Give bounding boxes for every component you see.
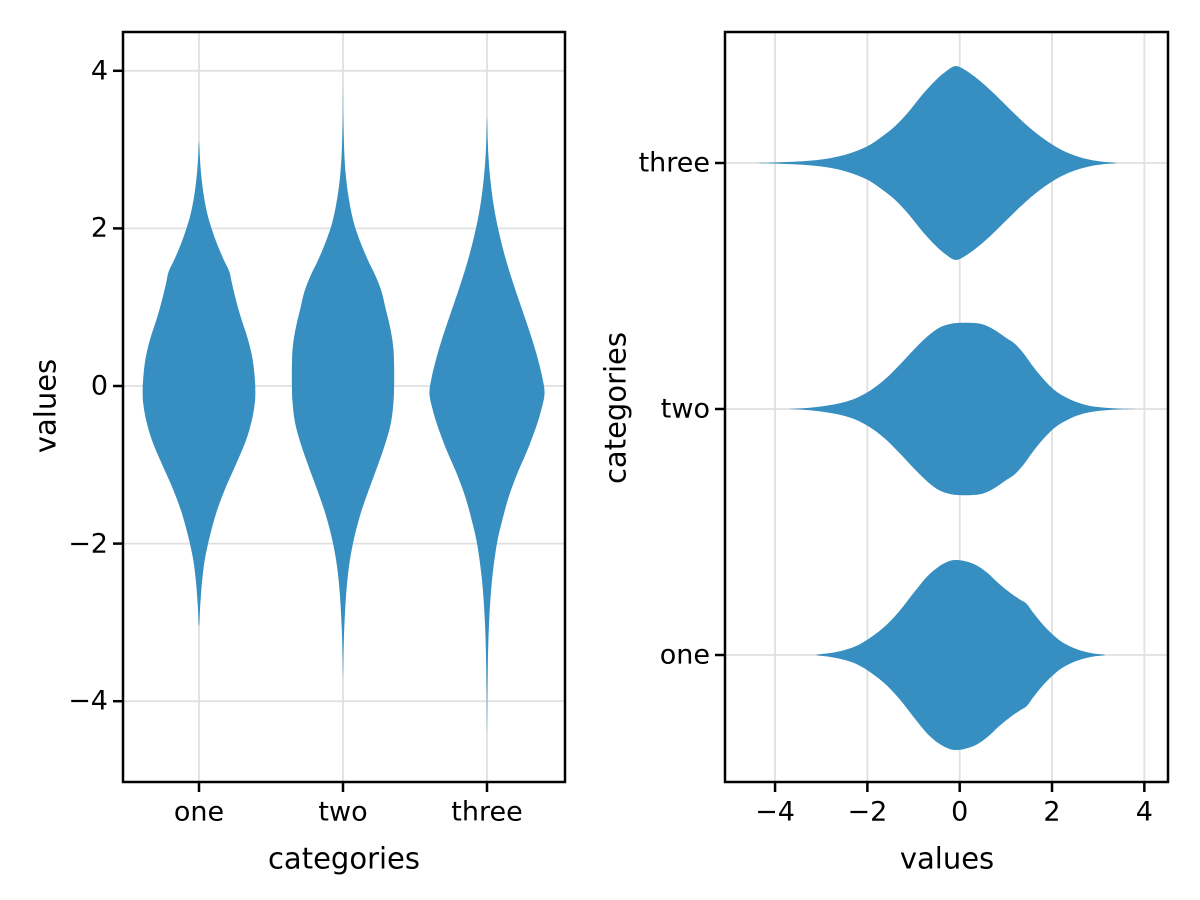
right-violin-three [756,66,1117,260]
right-violin-two [788,322,1136,496]
right-plot-xtick-−2: −2 [847,796,888,828]
left-plot-xtick-one: one [173,796,225,828]
right-plot-xtick-2: 2 [1043,796,1061,828]
left-plot-ytick-0: 0 [90,370,108,402]
right-plot-xlabel: values [899,841,995,876]
right-violin-one [816,560,1106,750]
right-plot-xtick-−4: −4 [755,796,795,828]
right-plot-ylabel: categories [598,331,633,485]
right-plot-spines [723,30,1170,784]
left-plot-ylabel: values [28,358,63,454]
left-plot-ticks [113,69,489,792]
left-plot-ytick-4: 4 [90,55,108,87]
right-violin-plot [715,30,1170,792]
left-plot-ytick-−2: −2 [68,528,108,560]
right-plot-violins [756,66,1136,750]
left-violin-plot [113,30,567,792]
left-plot-ytick-−4: −4 [68,685,108,717]
left-violin-one [142,141,256,627]
left-violin-two [291,86,395,678]
left-plot-ytick-2: 2 [90,212,108,244]
left-plot-violins [142,86,545,733]
right-plot-ytick-three: three [638,147,710,179]
left-plot-xtick-three: three [451,796,523,828]
right-plot-ytick-one: one [659,639,710,671]
left-violin-three [429,118,545,733]
right-plot-xtick-0: 0 [951,796,969,828]
left-plot-xtick-two: two [318,796,368,828]
right-plot-xtick-4: 4 [1135,796,1153,828]
left-plot-xlabel: categories [267,841,421,876]
right-plot-ytick-two: two [660,393,710,425]
right-plot-ticks [715,161,1146,792]
